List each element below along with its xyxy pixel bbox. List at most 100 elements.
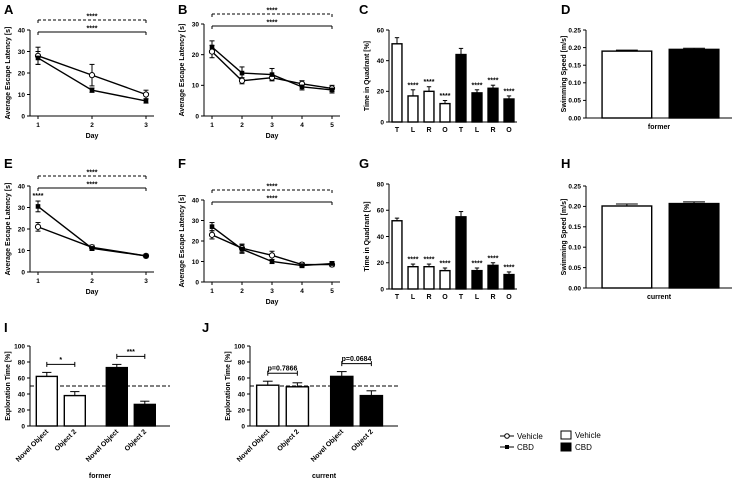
- panel-h-y-tick-label: 0.15: [568, 224, 581, 231]
- panel-d-y-tick-label: 0.00: [568, 115, 581, 122]
- panel-e-y-axis-label: Average Escape Latency [s]: [5, 183, 12, 276]
- panel-c-bar-cbd: [487, 87, 499, 123]
- panel-f-x-tick-label: 4: [300, 288, 304, 295]
- panel-d-y-tick-label: 0.20: [568, 45, 581, 52]
- panel-letter-h: H: [561, 156, 570, 171]
- panel-b-point-cbd: [209, 44, 215, 50]
- panel-g-bar-sig-label: ****: [488, 255, 499, 262]
- panel-e-x-tick-label: 2: [90, 278, 94, 285]
- legend-cbd-swatch: [560, 442, 572, 452]
- panel-b-point-cbd: [239, 70, 245, 76]
- panel-j-bar-vehicle: [285, 386, 310, 427]
- panel-c-bar-vehicle: [407, 95, 419, 123]
- panel-c-category-label: O: [506, 127, 512, 134]
- panel-e-x-axis-label: Day: [86, 289, 99, 296]
- panel-i-category-label: Novel Object: [85, 428, 121, 464]
- panel-c-bar-sig-label: ****: [424, 79, 435, 86]
- panel-c-category-label: L: [411, 127, 416, 134]
- panel-a-x-tick-label: 1: [36, 122, 40, 129]
- panel-e-series-line-vehicle: [37, 226, 147, 257]
- panel-b: 0 10 20 30 Average Escape Latency [s] 1 2 3 4 5 Da…: [179, 8, 340, 140]
- panel-c-category-label: L: [475, 127, 480, 134]
- panel-e-point-cbd: [143, 253, 149, 259]
- panel-i-category-label: Novel Object: [15, 428, 51, 464]
- panel-i-bar-cbd: [133, 403, 157, 427]
- panel-letter-j: J: [202, 320, 209, 335]
- panel-f-point-cbd: [209, 224, 215, 229]
- legend-cbd-marker: [505, 445, 509, 449]
- panel-a-x-axis-label: Day: [86, 133, 99, 140]
- panel-h-y-tick-label: 0.20: [568, 204, 581, 211]
- panel-f-y-tick-label: 0: [195, 279, 199, 286]
- panel-i-bar-cbd: [105, 366, 129, 427]
- panel-letter-b: B: [178, 2, 187, 17]
- panel-c-bar-sig-label: ****: [472, 82, 483, 89]
- panel-g-y-tick-label: 40: [377, 234, 385, 241]
- panel-f-point-cbd: [329, 261, 335, 266]
- panel-d-bar-cbd: [668, 48, 720, 119]
- panel-letter-g: G: [359, 156, 369, 171]
- panel-a-y-tick-label: 10: [18, 92, 26, 99]
- panel-a-sig-label: ****: [87, 26, 98, 33]
- panel-e-sig-label: ****: [87, 182, 98, 189]
- panel-f-x-tick-label: 5: [330, 288, 334, 295]
- panel-f-sig-label: ****: [267, 184, 278, 191]
- panel-j-category-label: Novel Object: [236, 428, 272, 464]
- panel-h-y-tick-label: 0.25: [568, 183, 581, 190]
- panel-c-y-tick-label: 60: [377, 27, 385, 34]
- panel-letter-c: C: [359, 2, 369, 17]
- panel-g-bar-vehicle: [423, 265, 435, 290]
- panel-a: 0 10 20 30 40 Average Escape Latency [s] 1 2 3 Da…: [5, 14, 154, 140]
- panel-e-point-sig-label: ****: [33, 193, 44, 200]
- panel-g-bar-cbd: [487, 264, 499, 290]
- panel-b-x-axis-label: Day: [266, 133, 279, 140]
- panel-g-bar-sig-label: ****: [408, 257, 419, 264]
- panel-g-bar-sig-label: ****: [440, 261, 451, 268]
- panel-g-category-label: R: [490, 294, 495, 301]
- panel-letter-a: A: [4, 2, 14, 17]
- panel-b-sig-label: ****: [267, 8, 278, 15]
- panel-a-y-tick-label: 30: [18, 49, 26, 56]
- panel-j-sig-label: p=0.0684: [342, 356, 372, 363]
- panel-i-y-tick-label: 60: [18, 375, 26, 382]
- panel-e-point-cbd: [35, 204, 41, 209]
- panel-f-x-tick-label: 1: [210, 288, 214, 295]
- panel-f-x-axis-label: Day: [266, 299, 279, 306]
- panel-i-y-tick-label: 100: [14, 343, 25, 350]
- panel-i-sig-label: *: [59, 357, 62, 364]
- panel-g-bar-vehicle: [391, 220, 403, 290]
- panel-a-point-cbd: [143, 98, 149, 104]
- panel-b-sig-label: ****: [267, 20, 278, 27]
- panel-f: 0 10 20 30 40 Average Escape Latency [s] 1 2 3 4 5…: [179, 184, 340, 306]
- panel-i-y-tick-label: 80: [18, 359, 26, 366]
- panel-j-y-tick-label: 20: [238, 407, 246, 414]
- panel-i-category-label: Object 2: [124, 428, 149, 453]
- panel-f-point-vehicle: [268, 252, 276, 259]
- panel-f-sig-label: ****: [267, 196, 278, 203]
- panel-d-y-tick-label: 0.15: [568, 63, 581, 70]
- panel-e-y-tick-label: 40: [18, 183, 26, 190]
- panel-c-bar-sig-label: ****: [488, 78, 499, 85]
- panel-b-x-tick-label: 1: [210, 122, 214, 129]
- panel-g-y-tick-label: 60: [377, 208, 385, 215]
- panel-d-x-axis-label: former: [648, 124, 670, 131]
- panel-j-y-axis-label: Exploration Time [%]: [225, 351, 232, 421]
- panel-g-category-label: O: [506, 294, 512, 301]
- panel-j-x-axis-label: current: [312, 473, 337, 480]
- panel-c-y-tick-label: 0: [380, 119, 384, 126]
- panel-d-y-tick-label: 0.25: [568, 27, 581, 34]
- panel-e-y-tick-label: 0: [21, 269, 25, 276]
- panel-j-y-tick-label: 0: [241, 423, 245, 430]
- panel-f-x-tick-label: 3: [270, 288, 274, 295]
- panel-b-x-tick-label: 2: [240, 122, 244, 129]
- panel-c-bar-sig-label: ****: [504, 88, 515, 95]
- panel-i-bar-vehicle: [35, 375, 58, 427]
- panel-i-y-axis-label: Exploration Time [%]: [5, 351, 12, 421]
- panel-a-point-cbd: [35, 55, 41, 61]
- panel-h-y-tick-label: 0.00: [568, 285, 581, 292]
- panel-h-y-tick-label: 0.10: [568, 245, 581, 252]
- panel-b-y-tick-label: 30: [192, 21, 200, 28]
- panel-i-y-tick-label: 0: [21, 423, 25, 430]
- panel-e-x-tick-label: 3: [144, 278, 148, 285]
- panel-j-y-tick-label: 60: [238, 375, 246, 382]
